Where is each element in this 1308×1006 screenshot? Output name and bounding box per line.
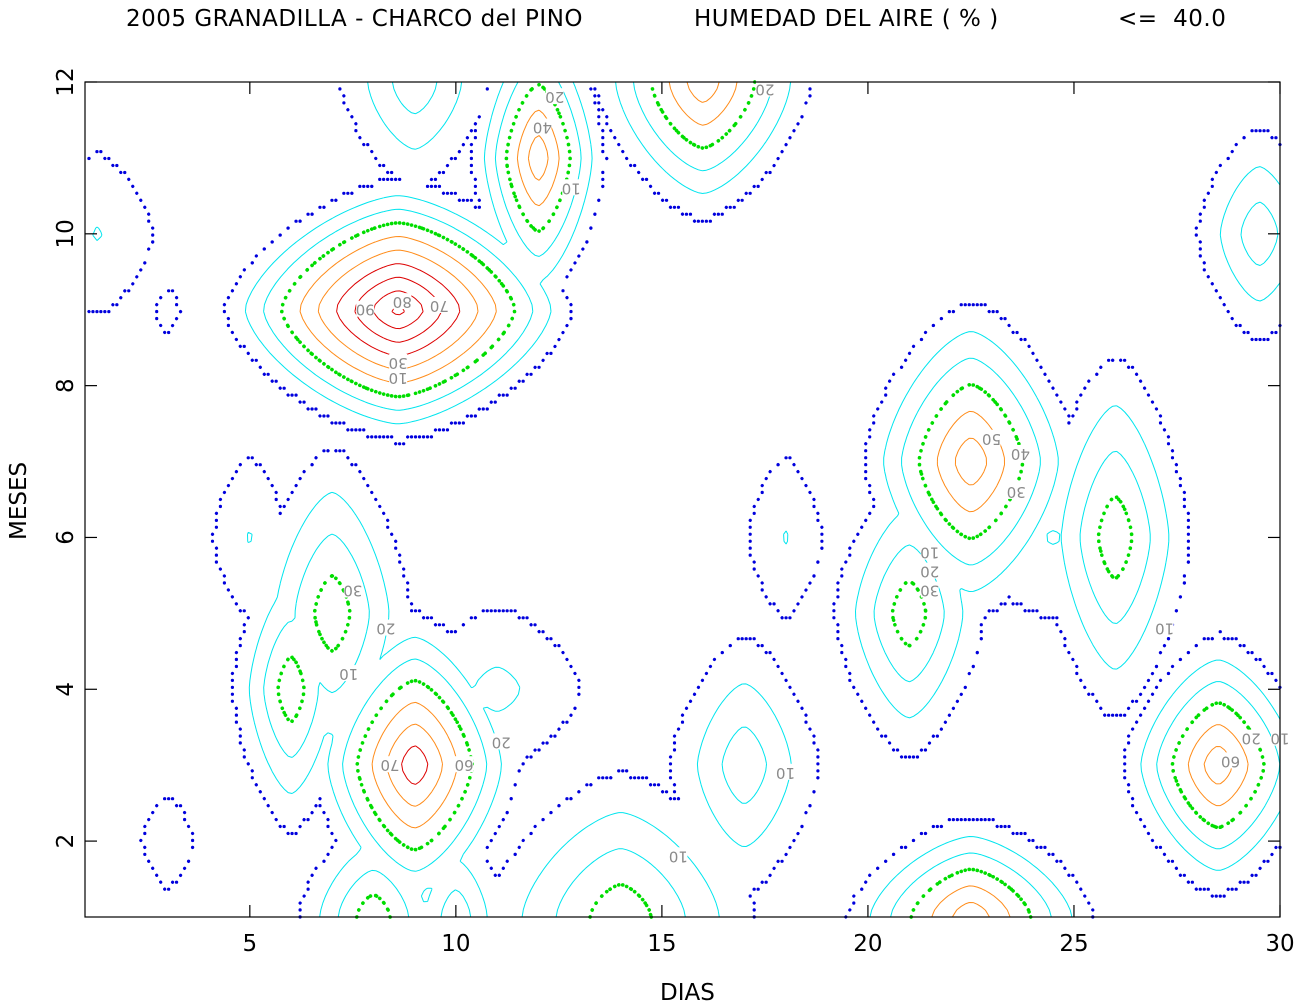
contour-label: 30 <box>1007 483 1026 501</box>
contour-label-bg <box>389 369 408 386</box>
contour-label: 40 <box>533 119 552 137</box>
contour-label-bg <box>339 665 358 682</box>
contour-label: 10 <box>339 665 358 683</box>
contour-label-bg <box>755 80 774 97</box>
contour-label-bg <box>1011 444 1030 461</box>
x-tick-label: 5 <box>243 931 258 957</box>
x-tick-label: 20 <box>853 931 882 957</box>
contour-label: 10 <box>776 764 795 782</box>
contour-line-50 <box>317 81 1233 918</box>
contour-label-bg <box>1155 619 1174 636</box>
contour-line-80 <box>372 290 424 330</box>
contour-label: 80 <box>393 293 412 311</box>
contour-label: 20 <box>545 88 564 106</box>
contour-label-bg <box>545 88 564 105</box>
contour-line-0 <box>83 80 1282 919</box>
contour-label-bg <box>669 847 688 864</box>
contour-label: 30 <box>920 582 939 600</box>
contour-label-bg <box>920 581 939 598</box>
contour-line-20 <box>263 81 1281 918</box>
contour-line-10 <box>92 81 1281 918</box>
contour-label-bg <box>982 429 1001 446</box>
chart-title: 2005 GRANADILLA - CHARCO del PINO <box>126 6 584 32</box>
contour-label-bg <box>562 179 581 196</box>
y-tick-label: 2 <box>53 834 79 849</box>
x-tick-label: 30 <box>1265 931 1294 957</box>
y-tick-label: 6 <box>53 530 79 545</box>
contour-label: 20 <box>376 620 395 638</box>
axis-ticks: 5 10 15 20 25 30 2 4 6 8 10 12 <box>53 67 1295 957</box>
contour-label: 40 <box>1011 445 1030 463</box>
contour-label: 20 <box>920 563 939 581</box>
y-tick-label: 12 <box>53 67 79 96</box>
contour-label: 10 <box>669 847 688 865</box>
contour-label: 50 <box>982 430 1001 448</box>
y-tick-label: 8 <box>53 378 79 393</box>
contour-label-bg <box>920 543 939 560</box>
x-axis-label: DIAS <box>660 980 715 1006</box>
contour-line-60 <box>336 263 461 785</box>
contour-label: 60 <box>455 756 474 774</box>
contour-line-30 <box>276 80 1266 919</box>
plot-frame <box>84 81 1281 918</box>
y-tick-label: 10 <box>53 219 79 248</box>
contour-label: 30 <box>389 354 408 372</box>
contour-label-layer: 90 80 703010204010205040303020101020301070… <box>339 80 1290 865</box>
contour-label-bg <box>343 581 362 598</box>
contour-label: 90 <box>356 301 375 319</box>
y-tick-label: 4 <box>53 682 79 697</box>
contour-label-bg <box>393 293 412 310</box>
contour-label-bg <box>389 353 408 370</box>
contour-label-bg <box>376 619 395 636</box>
contour-label: 70 <box>380 756 399 774</box>
contour-label-bg <box>1007 482 1026 499</box>
contour-line-40 <box>299 81 1249 918</box>
contour-label: 70 <box>430 297 449 315</box>
contour-label: 60 <box>1221 752 1240 770</box>
contour-label-bg <box>492 733 511 750</box>
x-tick-label: 25 <box>1059 931 1088 957</box>
contour-label-bg <box>1242 729 1261 746</box>
chart-threshold-label: <= 40.0 <box>1118 6 1227 32</box>
y-axis-label: MESES <box>6 461 32 540</box>
contour-label: 30 <box>343 582 362 600</box>
contour-label-bg <box>380 756 399 773</box>
chart-variable-label: HUMEDAD DEL AIRE ( % ) <box>694 6 999 32</box>
contour-label: 20 <box>755 81 774 99</box>
contour-label-bg <box>776 763 795 780</box>
x-tick-label: 15 <box>647 931 676 957</box>
contour-label-bg <box>430 296 449 313</box>
contour-layer <box>83 80 1282 919</box>
contour-label: 10 <box>389 369 408 387</box>
contour-label: 10 <box>1155 620 1174 638</box>
contour-label: 20 <box>1242 730 1261 748</box>
x-tick-label: 10 <box>441 931 470 957</box>
contour-label: 10 <box>920 544 939 562</box>
contour-label: 10 <box>562 179 581 197</box>
contour-label-bg <box>1221 752 1240 769</box>
contour-label-bg <box>356 300 375 317</box>
contour-label-bg <box>455 756 474 773</box>
contour-label-bg <box>920 562 939 579</box>
contour-label-bg <box>533 118 552 135</box>
contour-label: 20 <box>492 733 511 751</box>
